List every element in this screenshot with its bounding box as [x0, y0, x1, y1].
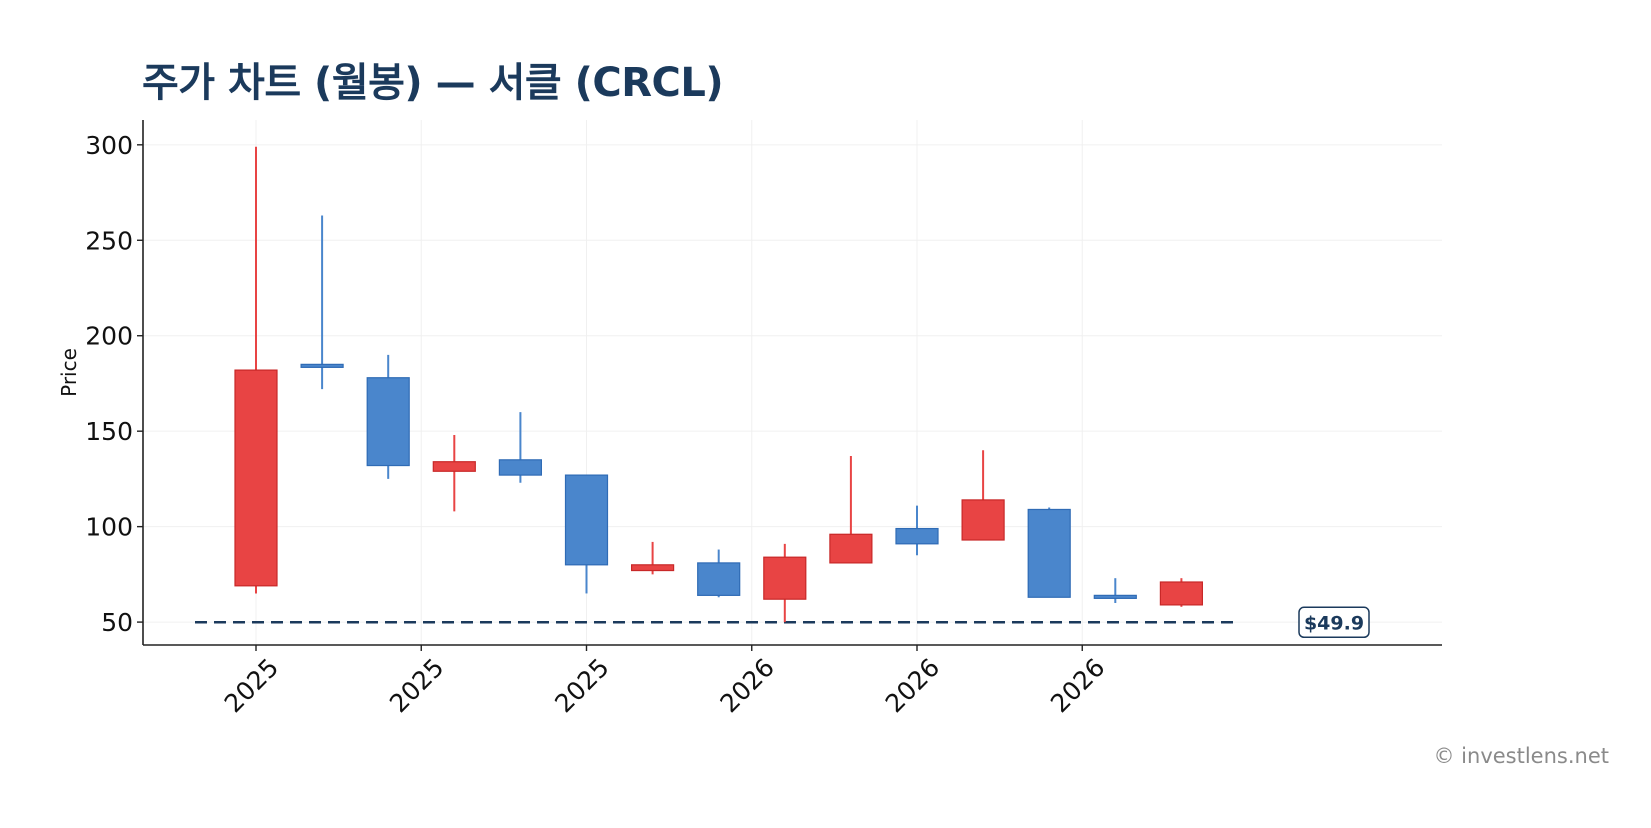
- watermark: © investlens.net: [1433, 744, 1610, 768]
- candle-body: [1159, 581, 1204, 606]
- y-tick-label: 150: [85, 417, 133, 446]
- candle-body: [366, 377, 410, 467]
- candle-body: [564, 474, 609, 566]
- y-tick-label: 100: [85, 513, 133, 542]
- candle-body: [1093, 594, 1137, 599]
- y-tick-label: 250: [85, 226, 133, 255]
- candle-body: [697, 562, 741, 596]
- candle-body: [895, 527, 939, 545]
- candle-body: [961, 499, 1005, 541]
- y-tick-label: 300: [85, 131, 133, 160]
- chart-title: 주가 차트 (월봉) — 서클 (CRCL): [142, 60, 724, 106]
- x-tick-label: 2026: [880, 653, 945, 718]
- candle-body: [829, 533, 873, 564]
- x-tick-label: 2025: [549, 653, 614, 718]
- candle-body: [1027, 508, 1071, 598]
- candle-body: [763, 556, 807, 600]
- candle-body: [300, 363, 344, 368]
- x-tick-label: 2026: [1045, 653, 1110, 718]
- x-tick-label: 2025: [219, 653, 284, 718]
- candle-body: [432, 461, 476, 472]
- candle-body: [234, 369, 278, 587]
- reference-label-box: [1298, 606, 1370, 639]
- y-tick-label: 200: [85, 322, 133, 351]
- x-tick-label: 2025: [384, 653, 449, 718]
- y-axis-label: Price: [57, 348, 81, 397]
- x-tick-label: 2026: [714, 653, 779, 718]
- reference-label: $49.9: [1304, 612, 1364, 634]
- y-tick-label: 50: [101, 608, 133, 637]
- candle-body: [498, 459, 542, 476]
- candle-body: [630, 564, 675, 572]
